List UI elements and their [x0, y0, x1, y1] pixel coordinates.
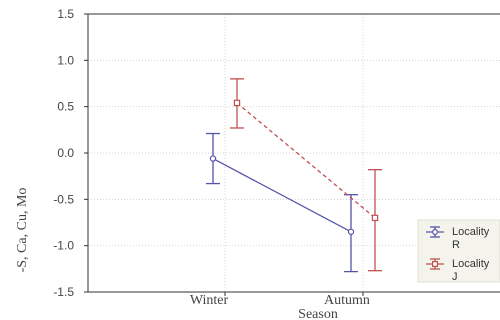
x-axis-title: Season: [298, 307, 338, 320]
grid: [88, 14, 500, 292]
y-axis-title: -S, Ca, Cu, Mo: [15, 188, 30, 273]
series-0: [206, 132, 358, 273]
y-tick-label: 1.5: [57, 7, 74, 21]
data-point: [347, 228, 355, 235]
x-tick-label: Autumn: [324, 293, 370, 308]
series-line: [236, 102, 376, 219]
y-tick-label: 1.0: [57, 53, 74, 67]
legend-marker: [432, 261, 439, 268]
legend-marker: [432, 229, 439, 236]
y-tick-label: -1.0: [53, 239, 74, 253]
series-group: [206, 78, 382, 273]
series-1: [230, 78, 382, 272]
y-tick-label: -0.5: [53, 192, 74, 206]
y-tick-label: -1.5: [53, 285, 74, 299]
legend-label-line1: Locality: [452, 226, 490, 238]
legend-label-line2: R: [452, 239, 460, 251]
data-point: [371, 214, 379, 222]
legend-box: [417, 219, 500, 283]
x-ticks: Winter Autumn: [190, 292, 370, 308]
series-line: [212, 157, 352, 233]
data-point: [209, 155, 217, 162]
legend-label-line2: J: [452, 271, 458, 283]
y-tick-label: 0.5: [57, 100, 74, 114]
legend-label-line1: Locality: [452, 258, 490, 270]
y-ticks: 1.5 1.0 0.5 0.0 -0.5 -1.0 -1.5: [53, 7, 88, 299]
data-point: [233, 99, 241, 107]
x-tick-label: Winter: [190, 293, 229, 308]
y-tick-label: 0.0: [57, 146, 74, 160]
